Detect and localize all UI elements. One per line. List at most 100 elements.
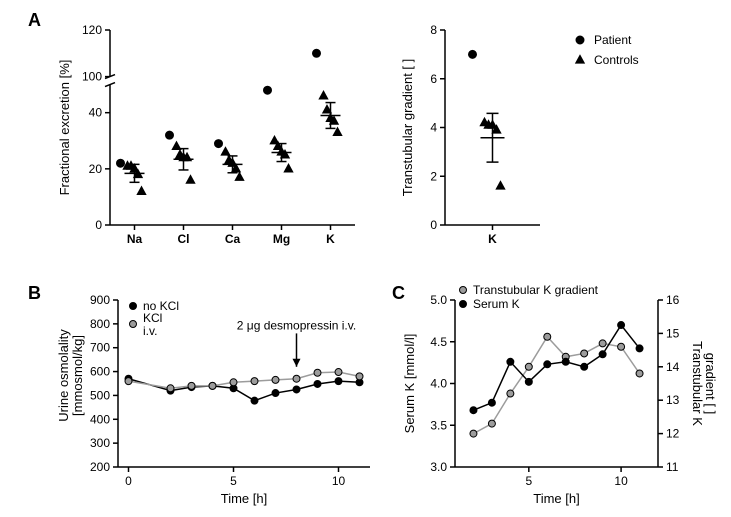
- data-point: [469, 50, 477, 58]
- ytick-label: 20: [89, 162, 103, 176]
- data-point: [562, 358, 569, 365]
- yright-tick-label: 14: [666, 360, 680, 374]
- data-point: [544, 361, 551, 368]
- legend-serumk: Serum K: [473, 297, 520, 311]
- data-point: [488, 399, 495, 406]
- data-point: [293, 375, 300, 382]
- data-point: [188, 382, 195, 389]
- x-axis-label: Time [h]: [221, 491, 267, 506]
- data-point: [599, 351, 606, 358]
- yleft-tick-label: 3.5: [430, 418, 447, 432]
- xtick-label: 0: [125, 474, 132, 488]
- arrow-head: [293, 359, 301, 367]
- data-point: [460, 301, 467, 308]
- data-point: [125, 378, 132, 385]
- ytick-label: 200: [90, 460, 110, 474]
- series-line: [473, 337, 639, 434]
- yright-tick-label: 13: [666, 393, 680, 407]
- ytick-label: 0: [95, 218, 102, 232]
- y-axis-label: Fractional excretion [%]: [57, 60, 72, 196]
- data-point: [618, 322, 625, 329]
- legend-kcl-line1: KCl: [143, 311, 162, 325]
- ytick-label: 0: [430, 218, 437, 232]
- ytick-label: 700: [90, 341, 110, 355]
- data-point: [488, 420, 495, 427]
- yright-axis-label-line1: Transtubular K: [690, 341, 705, 426]
- data-point: [335, 378, 342, 385]
- legend-ttkg: Transtubular K gradient: [473, 283, 599, 297]
- xtick-label: 5: [230, 474, 237, 488]
- category-label: Mg: [273, 232, 290, 246]
- data-point: [636, 370, 643, 377]
- data-point: [130, 321, 137, 328]
- yright-tick-label: 12: [666, 427, 680, 441]
- xtick-label: 5: [525, 474, 532, 488]
- legend-patient-label: Patient: [594, 33, 632, 47]
- data-point: [293, 386, 300, 393]
- y-axis-label: Transtubular gradient [ ]: [400, 59, 415, 197]
- data-point: [137, 187, 146, 195]
- yleft-tick-label: 3.0: [430, 460, 447, 474]
- data-point: [264, 86, 272, 94]
- ytick-label: 400: [90, 412, 110, 426]
- data-point: [251, 397, 258, 404]
- data-point: [576, 36, 584, 44]
- xtick-label: 10: [332, 474, 346, 488]
- data-point: [167, 385, 174, 392]
- category-label: Na: [127, 232, 143, 246]
- data-point: [599, 340, 606, 347]
- yleft-axis-label: Serum K [mmol/l]: [402, 334, 417, 434]
- data-point: [215, 140, 223, 148]
- data-point: [581, 363, 588, 370]
- data-point: [507, 390, 514, 397]
- chart-a1-fractional-excretion: 02040100120NaClCaMgKFractional excretion…: [55, 20, 365, 260]
- y-axis-label-line1: Urine osmolality: [56, 329, 71, 422]
- ytick-label: 100: [82, 70, 102, 84]
- data-point: [618, 343, 625, 350]
- ytick-label: 120: [82, 23, 102, 37]
- data-point: [335, 369, 342, 376]
- data-point: [166, 131, 174, 139]
- yright-tick-label: 16: [666, 293, 680, 307]
- data-point: [272, 376, 279, 383]
- legend-kcl-line2: i.v.: [143, 324, 157, 338]
- data-point: [186, 175, 195, 183]
- yright-tick-label: 15: [666, 326, 680, 340]
- data-point: [581, 350, 588, 357]
- ytick-label: 500: [90, 388, 110, 402]
- panel-label-b: B: [28, 283, 41, 304]
- ytick-label: 800: [90, 317, 110, 331]
- data-point: [284, 164, 293, 172]
- data-point: [272, 390, 279, 397]
- series-line: [129, 372, 360, 388]
- ytick-label: 2: [430, 169, 437, 183]
- ytick-label: 40: [89, 106, 103, 120]
- category-label: Ca: [225, 232, 241, 246]
- ytick-label: 300: [90, 436, 110, 450]
- yleft-tick-label: 4.5: [430, 335, 447, 349]
- ytick-label: 4: [430, 121, 437, 135]
- data-point: [319, 91, 328, 99]
- legend-controls-label: Controls: [594, 53, 639, 67]
- data-point: [209, 382, 216, 389]
- yleft-tick-label: 5.0: [430, 293, 447, 307]
- ytick-label: 6: [430, 72, 437, 86]
- data-point: [496, 181, 505, 189]
- data-point: [230, 379, 237, 386]
- data-point: [525, 378, 532, 385]
- data-point: [251, 378, 258, 385]
- data-point: [470, 430, 477, 437]
- data-point: [117, 159, 125, 167]
- category-label: Cl: [178, 232, 190, 246]
- ytick-label: 900: [90, 293, 110, 307]
- series-line: [473, 325, 639, 410]
- data-point: [636, 345, 643, 352]
- legend-panel-a: Patient Controls: [570, 28, 720, 88]
- data-point: [235, 173, 244, 181]
- data-point: [313, 49, 321, 57]
- data-point: [576, 55, 585, 63]
- ytick-label: 8: [430, 23, 437, 37]
- data-point: [221, 147, 230, 155]
- data-point: [470, 407, 477, 414]
- data-point: [460, 287, 467, 294]
